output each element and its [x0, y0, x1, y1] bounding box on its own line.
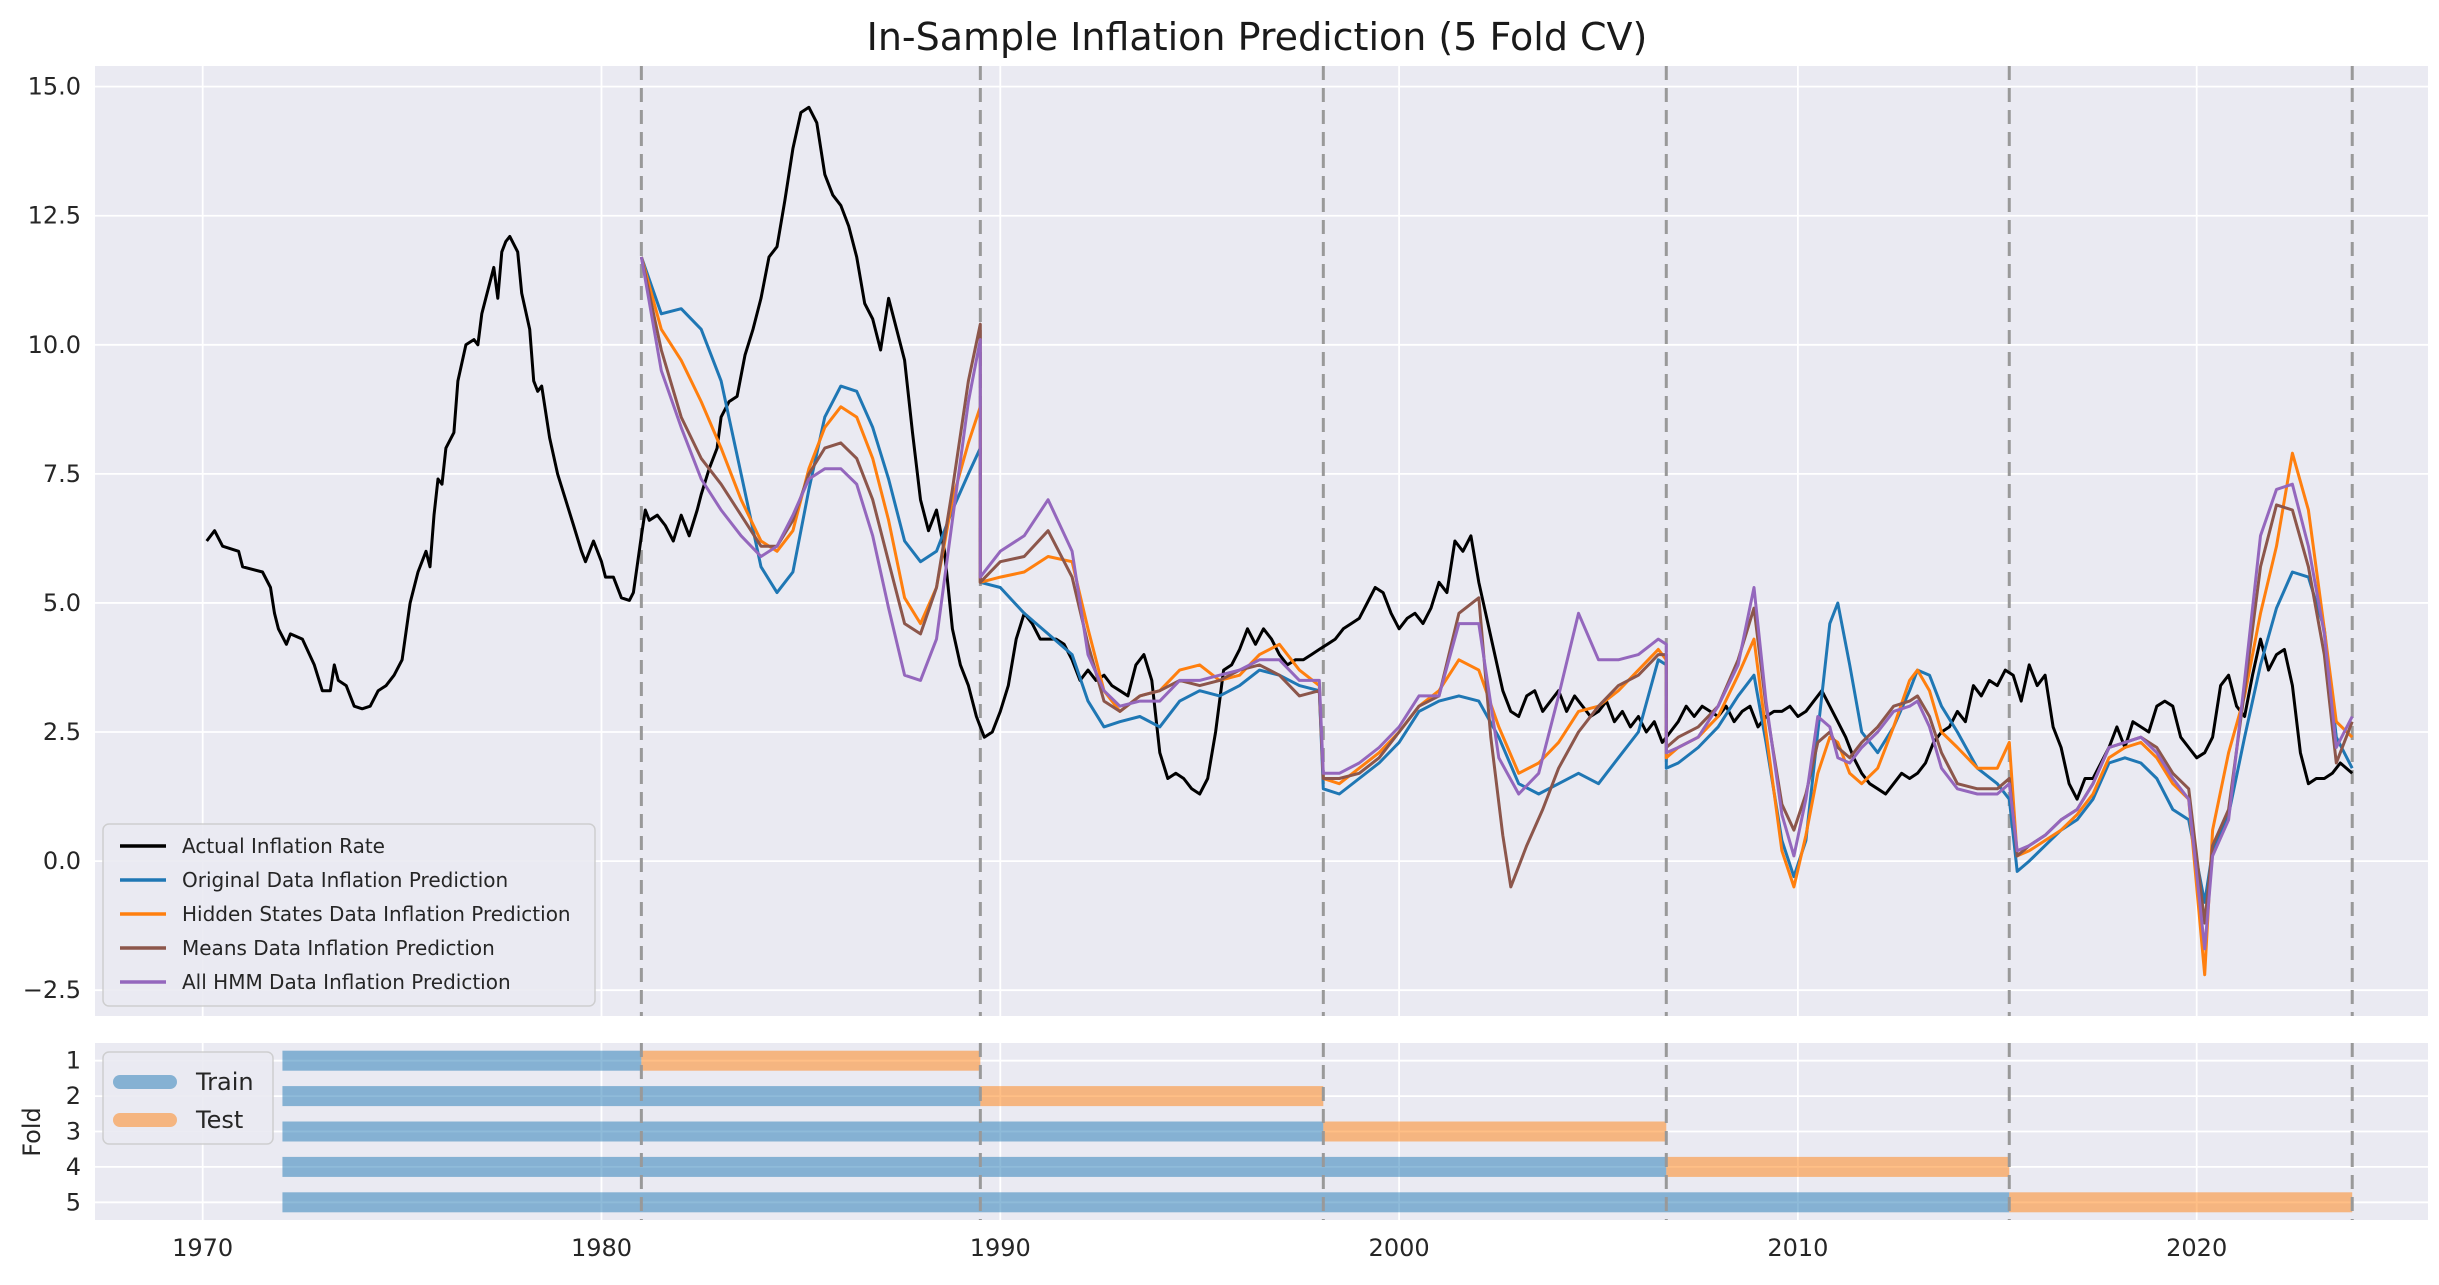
- x-tick-label: 2020: [2166, 1234, 2227, 1262]
- test-bar-fold-2: [980, 1086, 1324, 1107]
- x-tick-label: 2000: [1369, 1234, 1430, 1262]
- x-tick-labels: 1970 1980 1990 2000 2010 2020: [172, 1234, 2227, 1262]
- series-line-actual-inflation-rate: [205, 105, 2354, 801]
- x-tick-label: 1990: [970, 1234, 1031, 1262]
- train-bar-fold-5: [282, 1192, 2010, 1213]
- y-tick-labels: −2.5 0.0 2.5 5.0 7.5 10.0 12.5 15.0: [23, 73, 81, 1005]
- train-bar-fold-1: [282, 1050, 642, 1071]
- main-legend: Actual Inflation Rate Original Data Infl…: [102, 823, 596, 1007]
- y-tick-label: 2.5: [43, 718, 81, 746]
- legend-label-actual: Actual Inflation Rate: [182, 834, 385, 858]
- x-tick-label: 1980: [571, 1234, 632, 1262]
- legend-label-means: Means Data Inflation Prediction: [182, 936, 495, 960]
- legend-label-original: Original Data Inflation Prediction: [182, 868, 508, 892]
- test-bar-fold-4: [1666, 1156, 2010, 1177]
- train-bar-fold-3: [282, 1121, 1324, 1142]
- fold-axis-label: Fold: [18, 1107, 46, 1157]
- x-tick-label: 1970: [172, 1234, 233, 1262]
- y-tick-label: −2.5: [23, 976, 81, 1004]
- chart-title: In-Sample Inflation Prediction (5 Fold C…: [867, 15, 1648, 59]
- x-tick-label: 2010: [1767, 1234, 1828, 1262]
- series-line-all-hmm-data-inflation-prediction: [639, 256, 2354, 951]
- fold-tick-label: 1: [66, 1047, 81, 1075]
- y-tick-label: 0.0: [43, 847, 81, 875]
- fold-tick-label: 3: [66, 1118, 81, 1146]
- test-bar-fold-3: [1323, 1121, 1667, 1142]
- fold-tick-label: 5: [66, 1188, 81, 1216]
- fold-boundaries-bottom: [639, 1043, 2354, 1220]
- y-tick-label: 5.0: [43, 589, 81, 617]
- test-bar-fold-5: [2009, 1192, 2353, 1213]
- legend-label-allhmm: All HMM Data Inflation Prediction: [182, 970, 511, 994]
- train-bar-fold-4: [282, 1156, 1667, 1177]
- legend-label-train: Train: [195, 1068, 254, 1096]
- main-grid: [95, 66, 2428, 1016]
- series-lines: [205, 105, 2354, 977]
- y-tick-label: 12.5: [28, 202, 81, 230]
- fold-tick-label: 2: [66, 1082, 81, 1110]
- legend-label-hidden: Hidden States Data Inflation Prediction: [182, 902, 571, 926]
- y-tick-label: 15.0: [28, 73, 81, 101]
- fold-tick-labels: 1 2 3 4 5: [66, 1047, 81, 1217]
- y-tick-label: 7.5: [43, 460, 81, 488]
- legend-label-test: Test: [195, 1106, 243, 1134]
- fold-bars: [282, 1050, 2353, 1213]
- y-tick-label: 10.0: [28, 331, 81, 359]
- train-bar-fold-2: [282, 1086, 981, 1107]
- test-bar-fold-1: [641, 1050, 981, 1071]
- fold-legend: Train Test: [102, 1051, 274, 1145]
- fold-tick-label: 4: [66, 1153, 81, 1181]
